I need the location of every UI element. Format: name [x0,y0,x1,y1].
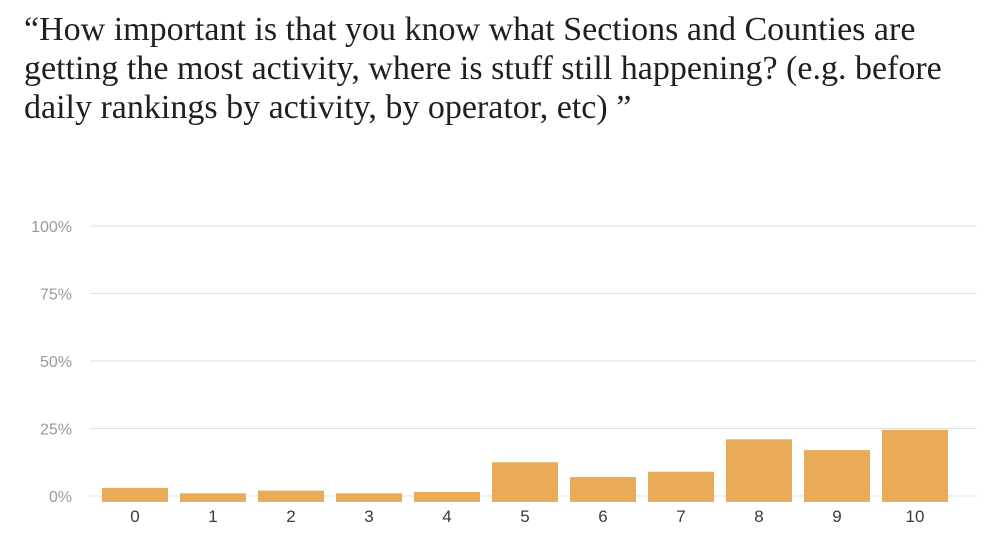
bar [804,450,870,502]
y-tick-label: 0% [49,489,72,506]
y-tick-label: 25% [40,422,72,439]
bar [882,429,948,502]
y-tick-label: 100% [31,219,72,236]
x-tick-label: 3 [364,507,373,526]
x-tick-label: 10 [906,507,925,526]
bar [102,487,168,502]
question-title: “How important is that you know what Sec… [24,11,942,126]
x-tick-label: 8 [754,507,763,526]
bar [570,477,636,502]
x-tick-label: 5 [520,507,529,526]
y-tick-label: 50% [40,354,72,371]
bar [258,490,324,502]
y-axis-ticks: 0% 25% 50% 75% 100% [31,219,72,506]
bars [102,429,948,502]
x-tick-label: 9 [832,507,841,526]
x-tick-label: 4 [442,507,451,526]
x-tick-label: 7 [676,507,685,526]
bar [336,493,402,502]
y-tick-label: 75% [40,287,72,304]
x-tick-label: 6 [598,507,607,526]
x-tick-label: 2 [286,507,295,526]
bar [492,462,558,502]
bar [648,471,714,502]
bar [180,493,246,502]
x-tick-label: 0 [130,507,139,526]
bar [414,491,480,502]
x-axis-ticks: 0 1 2 3 4 5 6 7 8 9 10 [130,507,924,526]
x-tick-label: 1 [208,507,217,526]
bar [726,439,792,502]
